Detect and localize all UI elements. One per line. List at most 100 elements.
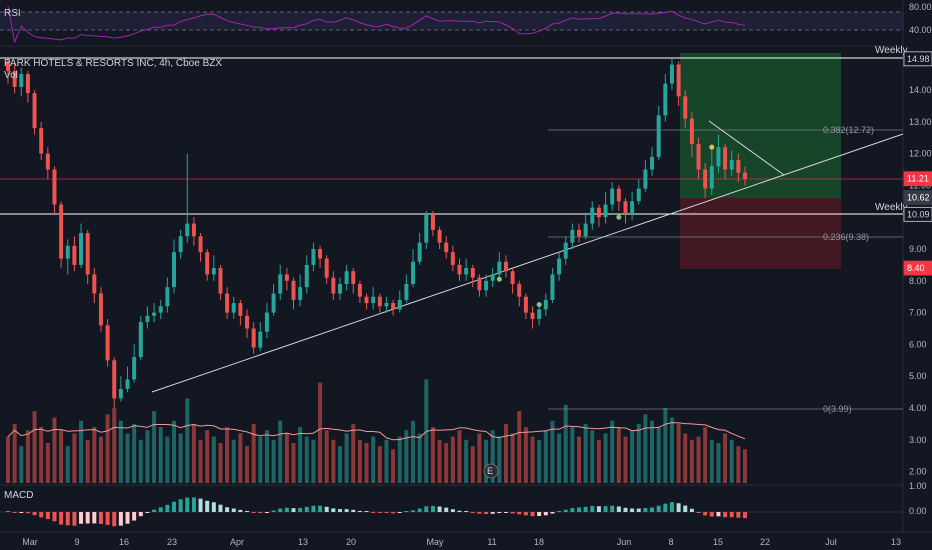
macd-histogram-bar bbox=[45, 512, 50, 520]
volume-bar bbox=[503, 423, 508, 483]
volume-bar bbox=[497, 436, 502, 483]
macd-histogram-bar bbox=[610, 505, 615, 512]
volume-bar bbox=[557, 433, 562, 483]
volume-bar bbox=[92, 427, 97, 483]
wedge-upper-line[interactable] bbox=[708, 120, 785, 176]
macd-histogram-bar bbox=[19, 512, 24, 513]
macd-histogram-bar bbox=[92, 512, 97, 524]
volume-bar bbox=[450, 436, 455, 483]
volume-bar bbox=[517, 411, 522, 483]
candle-body bbox=[284, 274, 289, 281]
macd-histogram-bar bbox=[384, 512, 389, 513]
volume-bar bbox=[377, 446, 382, 483]
volume-bar bbox=[709, 439, 714, 483]
candle-body bbox=[125, 379, 130, 389]
candle-body bbox=[245, 315, 250, 329]
volume-bar bbox=[291, 442, 296, 483]
candle-body bbox=[225, 293, 230, 313]
earnings-marker[interactable]: E bbox=[483, 463, 499, 479]
volume-bar bbox=[12, 423, 17, 483]
macd-histogram-bar bbox=[570, 508, 575, 512]
time-axis[interactable]: Mar 9 16 23 Apr 13 20 May 11 18 Jun 8 15 22 Jul 13 bbox=[22, 537, 901, 547]
time-tick-label: Jul bbox=[825, 537, 837, 547]
candle-body bbox=[198, 236, 203, 253]
candle-body bbox=[583, 223, 588, 237]
candle-body bbox=[258, 331, 263, 348]
candle-body bbox=[636, 188, 641, 202]
time-tick-label: 23 bbox=[167, 537, 177, 547]
rsi-tick-80: 80.00 bbox=[909, 2, 932, 12]
time-tick-label: 13 bbox=[891, 537, 901, 547]
candle-body bbox=[171, 252, 176, 288]
earnings-marker-circle[interactable] bbox=[483, 463, 499, 479]
volume-bar bbox=[344, 433, 349, 483]
candle-body bbox=[158, 306, 163, 313]
candle-body bbox=[470, 268, 475, 278]
price-badge-label: 14.98 bbox=[907, 54, 930, 64]
candle-body bbox=[264, 312, 269, 332]
macd-histogram-bar bbox=[52, 512, 57, 522]
volume-bar bbox=[364, 442, 369, 483]
candle-body bbox=[716, 147, 721, 167]
price-tick-label: 7.00 bbox=[909, 308, 927, 318]
macd-histogram-bar bbox=[424, 506, 429, 512]
fib-level-0382-label: 0.382(12.72) bbox=[823, 125, 874, 135]
macd-histogram-bar bbox=[72, 512, 77, 526]
volume-bar bbox=[211, 436, 216, 483]
volume-bar bbox=[238, 433, 243, 483]
volume-bar bbox=[264, 430, 269, 483]
candle-body bbox=[105, 325, 110, 361]
volume-bar bbox=[191, 423, 196, 483]
candle-body bbox=[92, 274, 97, 294]
candle-body bbox=[145, 315, 150, 323]
volume-bar bbox=[231, 439, 236, 483]
ascending-trendline[interactable] bbox=[151, 133, 904, 393]
price-badge bbox=[903, 171, 932, 187]
volume-bar bbox=[284, 433, 289, 483]
price-tick-label: 3.00 bbox=[909, 435, 927, 445]
weekly-level-upper-label: Weekly bbox=[875, 45, 908, 56]
candle-body bbox=[218, 268, 223, 294]
macd-histogram-bar bbox=[550, 512, 555, 514]
candle-body bbox=[351, 271, 356, 284]
volume-bar bbox=[630, 430, 635, 483]
macd-histogram-bar bbox=[583, 506, 588, 512]
candle-body bbox=[72, 245, 77, 265]
macd-histogram-bar bbox=[125, 512, 130, 524]
weekly-level-lower-label: Weekly bbox=[875, 202, 908, 213]
candle-body bbox=[304, 264, 309, 288]
macd-histogram-bar bbox=[490, 512, 495, 514]
price-badge-label: 11.21 bbox=[907, 174, 929, 184]
candle-body bbox=[152, 312, 157, 316]
macd-histogram-bar bbox=[158, 507, 163, 512]
volume-bar bbox=[218, 442, 223, 483]
macd-histogram-bar bbox=[616, 506, 621, 512]
macd-histogram-bar bbox=[258, 512, 263, 514]
volume-bar bbox=[703, 427, 708, 483]
position-loss-zone[interactable] bbox=[680, 198, 841, 269]
rsi-label: RSI bbox=[4, 8, 21, 19]
macd-histogram-bar bbox=[590, 505, 595, 512]
volume-bar bbox=[636, 423, 641, 483]
time-tick-label: 8 bbox=[668, 537, 673, 547]
volume-bar bbox=[357, 439, 362, 483]
macd-histogram-bar bbox=[32, 512, 37, 516]
macd-histogram-bar bbox=[357, 510, 362, 512]
macd-histogram-bar bbox=[630, 508, 635, 512]
macd-histogram-bar bbox=[636, 508, 641, 512]
macd-histogram-bar bbox=[298, 507, 303, 512]
volume-bar bbox=[510, 433, 515, 483]
candle-body bbox=[32, 93, 37, 129]
volume-bar bbox=[59, 430, 64, 483]
candle-body bbox=[424, 214, 429, 243]
macd-histogram-bar bbox=[623, 507, 628, 512]
rsi-pane: RSI 80.00 40.00 bbox=[0, 2, 932, 44]
macd-histogram-bar bbox=[218, 504, 223, 512]
macd-pane: MACD 1.00 0.00 bbox=[0, 481, 927, 527]
macd-histogram-bar bbox=[138, 512, 143, 517]
candle-body bbox=[543, 299, 548, 310]
volume-bar bbox=[603, 433, 608, 483]
signal-dot bbox=[536, 302, 542, 308]
price-axis[interactable]: 14.0013.0012.0011.0010.009.008.007.006.0… bbox=[909, 85, 932, 477]
